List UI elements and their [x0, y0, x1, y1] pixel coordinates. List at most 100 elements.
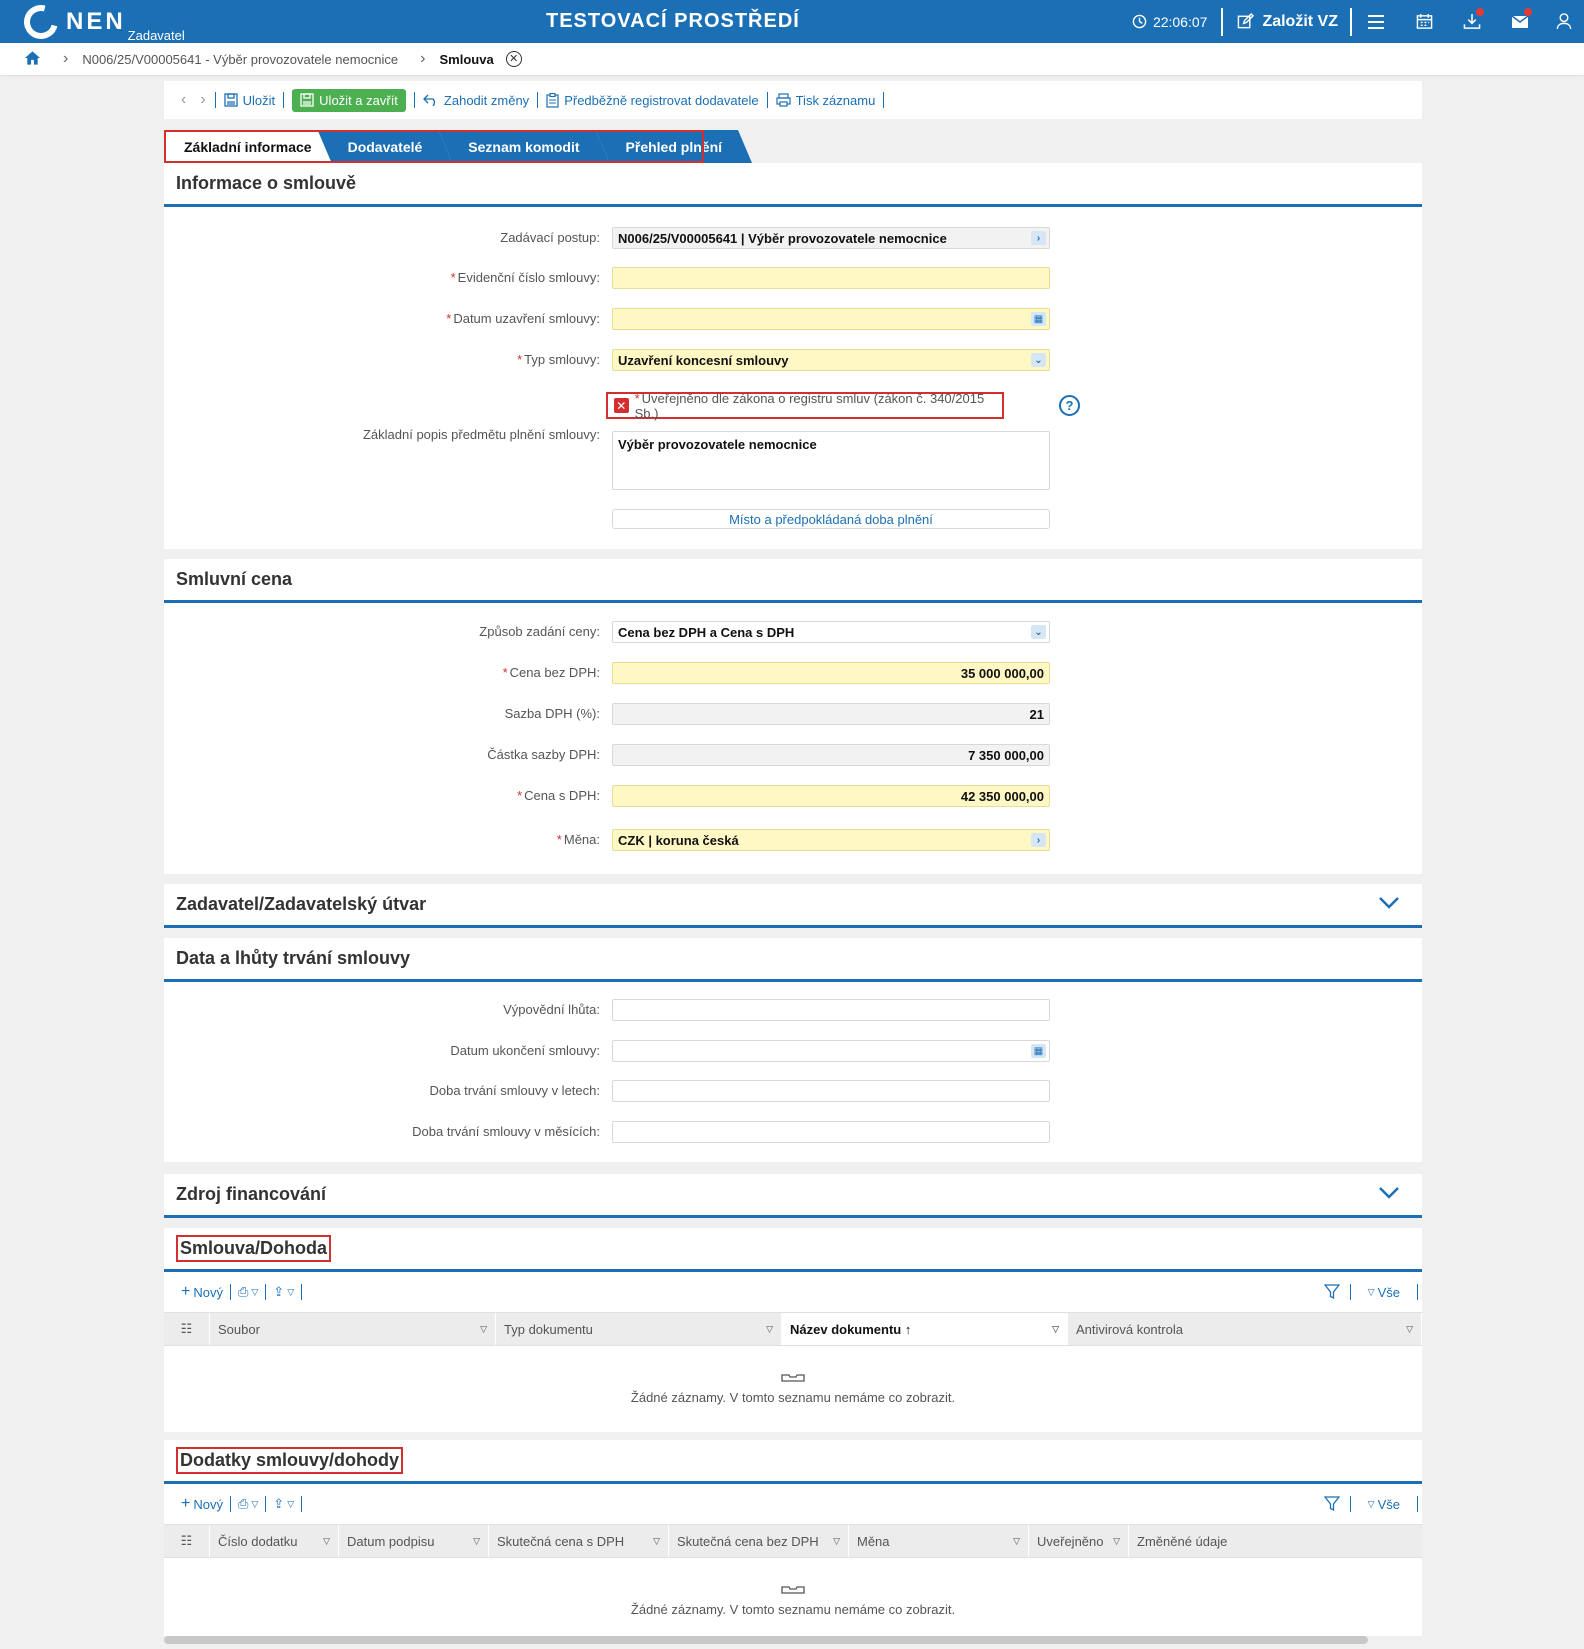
discard-changes-button[interactable]: Zahodit změny: [417, 93, 535, 108]
tab-basic-info[interactable]: Základní informace: [164, 130, 332, 163]
close-tab-icon[interactable]: ✕: [505, 51, 522, 67]
chevron-down-icon[interactable]: ⌄: [1031, 625, 1046, 639]
separator: [1350, 7, 1352, 36]
column-header-amendment-number[interactable]: Číslo dodatku ▽: [210, 1525, 339, 1557]
export-menu-button[interactable]: ⇪ ▽: [266, 1496, 301, 1512]
home-icon[interactable]: [24, 50, 41, 69]
column-header-doc-name[interactable]: Název dokumentu ↑ ▽: [782, 1313, 1068, 1345]
open-detail-icon[interactable]: ›: [1031, 833, 1046, 847]
conclusion-date-input[interactable]: ▦: [612, 308, 1050, 330]
filter-dropdown-icon[interactable]: ▽: [473, 1535, 480, 1546]
column-settings-icon[interactable]: ☷: [164, 1525, 210, 1557]
filter-dropdown-icon[interactable]: ▽: [1052, 1323, 1059, 1334]
column-header-doc-type[interactable]: Typ dokumentu ▽: [496, 1313, 782, 1345]
user-button[interactable]: [1544, 0, 1584, 43]
grid-toolbar: + Nový ⎙ ▽ ⇪ ▽ ▽ Vše: [164, 1484, 1422, 1524]
filter-dropdown-icon[interactable]: ▽: [1013, 1535, 1020, 1546]
horizontal-scrollbar[interactable]: [164, 1636, 1368, 1644]
preregister-supplier-button[interactable]: Předběžně registrovat dodavatele: [540, 92, 764, 108]
column-header-currency[interactable]: Měna ▽: [849, 1525, 1029, 1557]
separator: [1417, 1284, 1418, 1300]
filter-dropdown-icon[interactable]: ▽: [1406, 1323, 1413, 1334]
filter-icon[interactable]: [1323, 1284, 1340, 1300]
vat-amount-field: 7 350 000,00: [612, 744, 1050, 766]
save-button[interactable]: Uložit: [218, 93, 282, 108]
column-header-published[interactable]: Uveřejněno ▽: [1029, 1525, 1129, 1557]
prev-record-icon[interactable]: ‹: [181, 91, 187, 108]
menu-button[interactable]: [1352, 0, 1400, 43]
gross-price-input[interactable]: 42 350 000,00: [612, 785, 1050, 807]
plus-icon: +: [181, 1495, 191, 1512]
currency-label-text: Měna:: [563, 832, 600, 847]
filter-dropdown-icon[interactable]: ▽: [766, 1323, 773, 1334]
filter-dropdown-icon[interactable]: ▽: [653, 1535, 660, 1546]
tab-commodities[interactable]: Seznam komodit: [438, 130, 609, 163]
chevron-down-icon[interactable]: ⌄: [1031, 353, 1046, 367]
new-document-button[interactable]: + Nový: [174, 1283, 230, 1301]
filter-dropdown-icon[interactable]: ▽: [480, 1323, 487, 1334]
price-mode-select[interactable]: Cena bez DPH a Cena s DPH ⌄: [612, 621, 1050, 643]
messages-button[interactable]: [1496, 0, 1544, 43]
price-mode-label: Způsob zadání ceny:: [479, 624, 600, 639]
filter-dropdown-icon[interactable]: ▽: [1113, 1535, 1120, 1546]
unchecked-x-icon[interactable]: ✕: [614, 398, 629, 413]
calendar-icon[interactable]: ▦: [1031, 1044, 1046, 1058]
empty-tray-icon: [781, 1373, 805, 1382]
duration-months-input[interactable]: [612, 1121, 1050, 1143]
section-title: Smluvní cena: [164, 559, 1422, 603]
nen-logo[interactable]: NEN Zadavatel: [17, 0, 185, 46]
currency-field[interactable]: CZK | koruna česká ›: [612, 829, 1050, 851]
save-icon: [224, 93, 238, 107]
column-header-signature-date[interactable]: Datum podpisu ▽: [339, 1525, 489, 1557]
contract-type-select[interactable]: Uzavření koncesní smlouvy ⌄: [612, 349, 1050, 371]
filter-dropdown-icon[interactable]: ▽: [323, 1535, 330, 1546]
procedure-field[interactable]: N006/25/V00005641 | Výběr provozovatele …: [612, 227, 1050, 249]
column-header-file[interactable]: Soubor ▽: [210, 1313, 496, 1345]
breadcrumb-procedure[interactable]: N006/25/V00005641 - Výběr provozovatele …: [82, 51, 399, 67]
tab-fulfillment[interactable]: Přehled plnění: [596, 130, 752, 163]
create-vz-button[interactable]: Založit VZ: [1223, 13, 1350, 31]
duration-years-input[interactable]: [612, 1080, 1050, 1102]
description-textarea[interactable]: Výběr provozovatele nemocnice: [612, 431, 1050, 490]
new-amendment-button[interactable]: + Nový: [174, 1495, 230, 1513]
gross-price-row: * Cena s DPH: 42 350 000,00: [164, 785, 1422, 807]
user-icon: [1556, 13, 1572, 30]
print-menu-button[interactable]: ⎙ ▽: [231, 1496, 265, 1512]
print-menu-button[interactable]: ⎙ ▽: [231, 1284, 265, 1300]
filter-icon[interactable]: [1323, 1496, 1340, 1512]
save-and-close-button[interactable]: Uložit a zavřít: [292, 88, 406, 112]
calendar-button[interactable]: [1400, 0, 1448, 43]
grid-filter-area: ▽ Vše: [1323, 1484, 1422, 1524]
end-date-input[interactable]: ▦: [612, 1040, 1050, 1062]
calendar-icon[interactable]: ▦: [1031, 312, 1046, 326]
evid-number-input[interactable]: [612, 267, 1050, 289]
column-header-changed-data[interactable]: Změněné údaje: [1129, 1525, 1422, 1557]
edit-icon: [1238, 13, 1255, 29]
published-checkbox-row[interactable]: ✕ * Uveřejněno dle zákona o registru smlu…: [606, 391, 1004, 421]
column-header-price-without-vat[interactable]: Skutečná cena bez DPH ▽: [669, 1525, 849, 1557]
column-header-antivirus[interactable]: Antivirová kontrola ▽: [1068, 1313, 1422, 1345]
place-and-time-button[interactable]: Místo a předpokládaná doba plnění: [612, 509, 1050, 529]
all-filter-button[interactable]: ▽ Vše: [1361, 1285, 1407, 1300]
column-settings-icon[interactable]: ☷: [164, 1313, 210, 1345]
years-label: Doba trvání smlouvy v letech:: [429, 1083, 600, 1098]
tab-suppliers[interactable]: Dodavatelé: [318, 130, 453, 163]
notice-period-input[interactable]: [612, 999, 1050, 1021]
print-record-button[interactable]: Tisk záznamu: [770, 93, 882, 108]
export-menu-button[interactable]: ⇪ ▽: [266, 1284, 301, 1300]
next-record-icon[interactable]: ›: [200, 91, 206, 108]
help-icon[interactable]: ?: [1059, 395, 1080, 416]
downloads-button[interactable]: [1448, 0, 1496, 43]
all-filter-button[interactable]: ▽ Vše: [1361, 1497, 1407, 1512]
open-detail-icon[interactable]: ›: [1031, 231, 1046, 245]
new-label: Nový: [193, 1284, 223, 1300]
net-price-input[interactable]: 35 000 000,00: [612, 662, 1050, 684]
filter-dropdown-icon[interactable]: ▽: [833, 1535, 840, 1546]
contracting-authority-panel[interactable]: Zadavatel/Zadavatelský útvar: [164, 884, 1422, 928]
funding-panel[interactable]: Zdroj financování: [164, 1174, 1422, 1218]
grid-filter-area: ▽ Vše: [1323, 1272, 1422, 1312]
dropdown-icon: ▽: [1367, 1286, 1375, 1297]
clock-text: 22:06:07: [1152, 13, 1208, 30]
column-header-price-with-vat[interactable]: Skutečná cena s DPH ▽: [489, 1525, 669, 1557]
contract-info-panel: Informace o smlouvě Zadávací postup: N00…: [164, 163, 1422, 549]
